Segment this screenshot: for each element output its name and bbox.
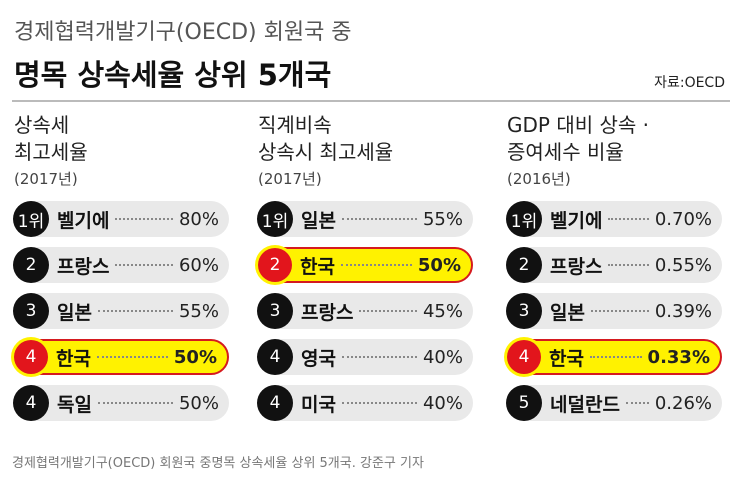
source: 자료:OECD [654, 75, 725, 91]
leader-dots [608, 264, 649, 266]
leader-dots [625, 402, 649, 404]
country-name: 일본 [57, 301, 92, 324]
rank-badge: 4 [14, 340, 48, 374]
country-name: 벨기에 [57, 209, 110, 232]
value-label: 40% [422, 346, 463, 368]
rank-row: 5 네덜란드 0.26% [506, 385, 722, 421]
rank-badge: 1위 [257, 201, 293, 237]
value-label: 50% [417, 254, 461, 276]
country-name: 일본 [301, 209, 336, 232]
value-label: 0.55% [654, 254, 712, 276]
rank-row: 1위 일본 55% [257, 201, 473, 237]
rank-badge: 4 [257, 385, 293, 421]
country-name: 네덜란드 [550, 393, 620, 416]
column-year: (2017년) [14, 170, 78, 188]
rank-row: 4 한국 50% [14, 339, 229, 375]
country-name: 프랑스 [550, 255, 603, 278]
rank-row: 1위 벨기에 80% [13, 201, 229, 237]
leader-dots [96, 356, 168, 358]
caption: 경제협력개발기구(OECD) 회원국 중명목 상속세율 상위 5개국. 강준구 … [12, 456, 424, 471]
rank-row: 4 영국 40% [257, 339, 473, 375]
column-year: (2016년) [507, 170, 571, 188]
rank-badge: 1위 [13, 201, 49, 237]
subtitle: 경제협력개발기구(OECD) 회원국 중 [14, 20, 352, 45]
rank-badge: 2 [13, 247, 49, 283]
rank-row: 1위 벨기에 0.70% [506, 201, 722, 237]
leader-dots [97, 402, 173, 404]
divider [12, 100, 730, 102]
column-title: GDP 대비 상속 · [507, 113, 649, 137]
country-name: 미국 [301, 393, 336, 416]
value-label: 0.33% [647, 346, 710, 368]
column-title: 최고세율 [14, 140, 88, 164]
country-name: 프랑스 [301, 301, 354, 324]
rank-badge: 1위 [506, 201, 542, 237]
value-label: 55% [178, 300, 219, 322]
leader-dots [590, 310, 649, 312]
leader-dots [608, 218, 649, 220]
value-label: 40% [422, 392, 463, 414]
country-name: 한국 [56, 347, 91, 370]
rank-row: 2 한국 50% [258, 247, 473, 283]
title: 명목 상속세율 상위 5개국 [14, 58, 332, 92]
rank-row: 2 프랑스 0.55% [506, 247, 722, 283]
rank-row: 3 프랑스 45% [257, 293, 473, 329]
ranking-column: GDP 대비 상속 · 증여세수 비율 (2016년) 1위 벨기에 0.70% 2 프랑스 0… [506, 112, 722, 431]
value-label: 0.39% [654, 300, 712, 322]
leader-dots [97, 310, 173, 312]
column-title: 상속시 최고세율 [258, 140, 394, 164]
leader-dots [115, 218, 173, 220]
country-name: 독일 [57, 393, 92, 416]
rank-row: 4 미국 40% [257, 385, 473, 421]
leader-dots [341, 356, 417, 358]
rank-row: 4 한국 0.33% [507, 339, 722, 375]
value-label: 50% [173, 346, 217, 368]
rank-badge: 3 [506, 293, 542, 329]
leader-dots [589, 356, 642, 358]
rank-row: 2 프랑스 60% [13, 247, 229, 283]
country-name: 벨기에 [550, 209, 603, 232]
leader-dots [359, 310, 417, 312]
country-name: 일본 [550, 301, 585, 324]
value-label: 80% [178, 208, 219, 230]
column-year: (2017년) [258, 170, 322, 188]
country-name: 한국 [549, 347, 584, 370]
value-label: 0.70% [654, 208, 712, 230]
rank-row: 3 일본 55% [13, 293, 229, 329]
rank-badge: 3 [13, 293, 49, 329]
country-name: 한국 [300, 255, 335, 278]
rank-badge: 4 [13, 385, 49, 421]
rank-badge: 3 [257, 293, 293, 329]
column-title: 직계비속 [258, 113, 332, 137]
rank-badge: 4 [257, 339, 293, 375]
column-title: 상속세 [14, 113, 70, 137]
leader-dots [341, 218, 417, 220]
rank-badge: 2 [258, 248, 292, 282]
country-name: 프랑스 [57, 255, 110, 278]
country-name: 영국 [301, 347, 336, 370]
value-label: 45% [422, 300, 463, 322]
leader-dots [341, 402, 417, 404]
rank-badge: 2 [506, 247, 542, 283]
value-label: 0.26% [654, 392, 712, 414]
rank-badge: 5 [506, 385, 542, 421]
leader-dots [115, 264, 173, 266]
column-title: 증여세수 비율 [507, 140, 624, 164]
value-label: 55% [422, 208, 463, 230]
value-label: 50% [178, 392, 219, 414]
value-label: 60% [178, 254, 219, 276]
leader-dots [340, 264, 412, 266]
rank-badge: 4 [507, 340, 541, 374]
rank-row: 4 독일 50% [13, 385, 229, 421]
rank-row: 3 일본 0.39% [506, 293, 722, 329]
